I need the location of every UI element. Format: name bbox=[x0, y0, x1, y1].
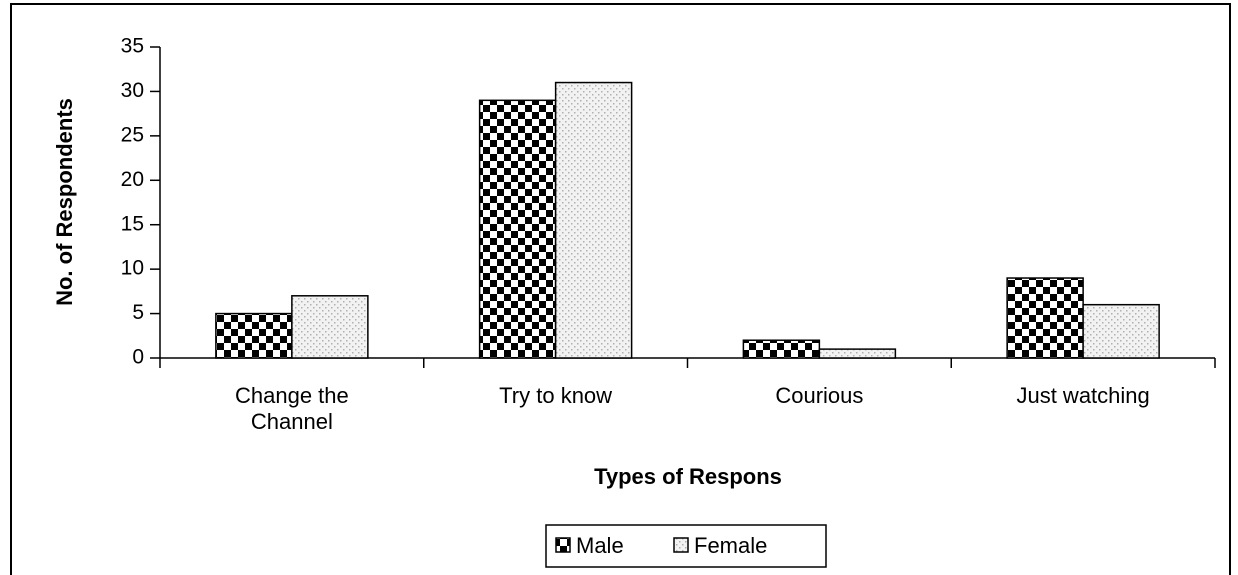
chart-border bbox=[10, 3, 1231, 575]
x-axis-title: Types of Respons bbox=[594, 464, 782, 489]
x-tick-label: Just watching bbox=[1016, 383, 1150, 408]
bar bbox=[554, 81, 633, 359]
bar bbox=[1082, 303, 1160, 359]
legend-label: Male bbox=[576, 533, 624, 558]
y-tick-label: 30 bbox=[121, 79, 144, 102]
x-tick-label: Courious bbox=[775, 383, 864, 408]
legend-swatch bbox=[673, 537, 689, 553]
legend-label: Female bbox=[694, 533, 767, 558]
y-tick-label: 20 bbox=[121, 168, 144, 191]
x-tick-label: Change the Channel bbox=[234, 383, 349, 434]
bar bbox=[742, 339, 821, 359]
legend-swatch bbox=[555, 537, 571, 553]
y-tick-label: 0 bbox=[132, 346, 144, 369]
y-tick-label: 25 bbox=[121, 123, 144, 146]
y-tick-label: 10 bbox=[121, 257, 144, 280]
bar bbox=[818, 348, 897, 359]
bar bbox=[215, 312, 293, 359]
bar bbox=[478, 99, 557, 359]
y-axis-title: No. of Respondents bbox=[52, 98, 77, 306]
bar bbox=[1006, 277, 1084, 359]
y-tick-label: 5 bbox=[132, 301, 144, 324]
bar bbox=[291, 295, 369, 359]
y-tick-label: 35 bbox=[121, 35, 144, 58]
x-tick-label: Try to know bbox=[499, 383, 613, 408]
y-tick-label: 15 bbox=[121, 212, 144, 235]
